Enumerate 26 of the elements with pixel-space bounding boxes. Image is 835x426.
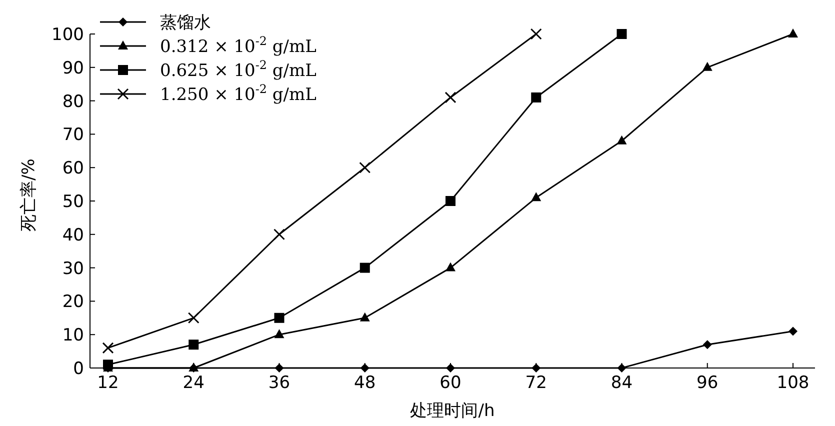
x-tick-label: 36: [268, 373, 290, 393]
y-tick-label: 10: [62, 326, 84, 346]
x-axis-title: 处理时间/h: [410, 401, 495, 421]
legend-label: 蒸馏水: [160, 12, 211, 33]
y-tick-label: 70: [62, 125, 84, 146]
x-tick-label: 96: [696, 373, 718, 393]
legend-label: 1.250 × 10$^{-2}$ g/mL: [160, 82, 316, 105]
y-axis-title: 死亡率/%: [19, 158, 39, 232]
y-tick-label: 50: [62, 192, 84, 212]
x-tick-label: 60: [440, 373, 462, 393]
x-tick-label: 108: [776, 373, 810, 393]
x-tick-label: 12: [97, 373, 119, 393]
legend-label: 0.312 × 10$^{-2}$ g/mL: [160, 34, 316, 57]
legend-label: 0.625 × 10$^{-2}$ g/mL: [160, 58, 316, 81]
y-tick-label: 100: [52, 24, 84, 45]
x-tick-label: 72: [525, 373, 547, 393]
x-tick-label: 48: [354, 373, 376, 393]
x-tick-label: 84: [610, 373, 633, 393]
x-tick-label: 24: [182, 373, 204, 393]
y-tick-label: 80: [62, 92, 84, 112]
y-tick-label: 30: [62, 258, 84, 279]
y-tick-label: 40: [62, 225, 84, 246]
y-tick-label: 90: [62, 58, 84, 78]
y-tick-label: 0: [73, 358, 84, 379]
y-tick-label: 20: [62, 292, 84, 312]
y-tick-label: 60: [62, 158, 84, 179]
